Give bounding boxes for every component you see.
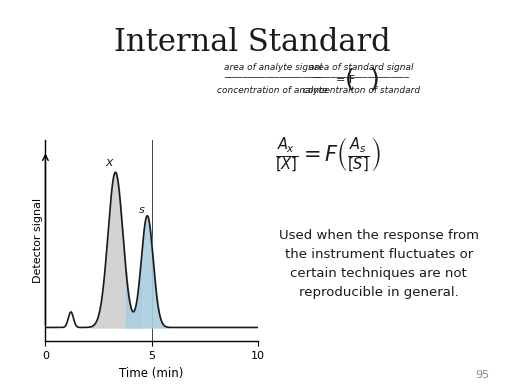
Text: ): ): [370, 68, 380, 92]
Text: Used when the response from
the instrument fluctuates or
certain techniques are : Used when the response from the instrume…: [279, 229, 479, 299]
Text: (: (: [345, 68, 355, 92]
Text: 95: 95: [476, 370, 490, 380]
Text: = F: = F: [336, 74, 355, 85]
Text: s: s: [139, 204, 145, 215]
X-axis label: Time (min): Time (min): [119, 367, 184, 380]
Text: x: x: [106, 156, 113, 169]
Text: Internal Standard: Internal Standard: [114, 27, 391, 58]
Text: ─────────────────────: ─────────────────────: [224, 72, 321, 81]
Text: concentration of analyte: concentration of analyte: [218, 86, 328, 95]
Text: area of analyte signal: area of analyte signal: [224, 63, 322, 72]
Text: ─────────────────────: ─────────────────────: [313, 72, 410, 81]
Text: $\frac{A_x}{[X]} = F\left(\frac{A_s}{[S]}\right)$: $\frac{A_x}{[X]} = F\left(\frac{A_s}{[S]…: [275, 135, 381, 175]
Text: area of standard signal: area of standard signal: [309, 63, 413, 72]
Text: concentraiton of standard: concentraiton of standard: [302, 86, 420, 95]
Y-axis label: Detector signal: Detector signal: [33, 198, 42, 283]
